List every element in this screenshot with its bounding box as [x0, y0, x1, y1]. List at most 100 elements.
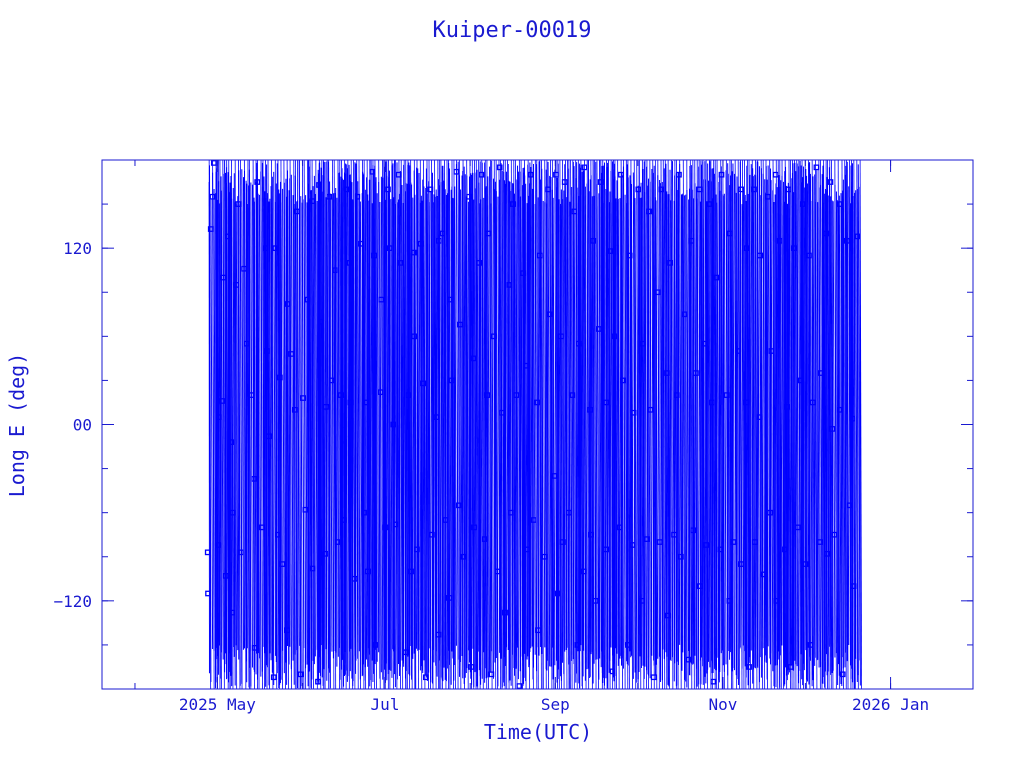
data-point — [343, 186, 350, 193]
series-wrap — [567, 160, 570, 689]
data-point — [229, 609, 236, 616]
series-segment — [727, 173, 731, 660]
series-segment — [714, 173, 717, 671]
series-segment — [647, 178, 651, 679]
data-point — [843, 237, 850, 244]
series-segment — [712, 168, 716, 669]
data-point — [361, 509, 367, 516]
series-segment — [436, 195, 440, 689]
series-segment — [349, 174, 351, 672]
data-point — [735, 348, 741, 354]
data-point — [358, 240, 364, 247]
data-point — [326, 193, 333, 200]
data-point — [297, 671, 304, 678]
data-point — [849, 415, 856, 422]
series-segment — [380, 176, 384, 680]
data-point — [292, 406, 298, 413]
series-segment — [828, 195, 830, 647]
series-segment — [232, 187, 235, 657]
series-segment — [758, 166, 762, 658]
series-wrap — [720, 160, 723, 689]
series-segment — [855, 190, 858, 682]
series-wrap — [859, 160, 863, 689]
series-wrap — [353, 160, 356, 689]
series-wrap — [820, 160, 823, 689]
series-wrap — [322, 160, 326, 689]
series-wrap — [297, 160, 300, 689]
y-tick-label: 00 — [73, 416, 92, 435]
data-point — [309, 565, 316, 572]
data-point — [447, 296, 453, 303]
series-wrap — [381, 160, 385, 689]
y-tick-label: 120 — [63, 239, 92, 258]
data-point — [205, 590, 211, 597]
series-segment — [292, 195, 295, 685]
data-point — [676, 171, 682, 178]
data-point — [587, 406, 593, 413]
data-point — [730, 539, 737, 545]
series-wrap — [372, 160, 375, 689]
series-wrap — [580, 160, 583, 689]
series-wrap — [444, 160, 447, 689]
data-point — [559, 539, 566, 545]
data-point — [590, 237, 597, 244]
series-segment — [412, 197, 415, 654]
series-wrap — [534, 160, 538, 689]
series-wrap — [431, 160, 434, 689]
series-wrap — [321, 160, 324, 689]
series-segment — [343, 179, 346, 676]
data-point — [757, 252, 763, 259]
data-point — [723, 392, 730, 398]
series-segment — [409, 165, 412, 647]
series-segment — [583, 170, 586, 681]
series-segment — [423, 186, 427, 676]
series-segment — [599, 160, 602, 668]
series-segment — [275, 183, 278, 674]
data-point — [785, 186, 792, 193]
data-point — [219, 398, 225, 404]
series-wrap — [541, 160, 544, 689]
series-wrap — [486, 160, 489, 689]
series-wrap — [654, 160, 658, 689]
data-point — [822, 230, 829, 237]
series-wrap — [788, 160, 791, 689]
x-tick-label: Jul — [371, 695, 400, 714]
series-wrap — [602, 160, 605, 689]
series-wrap — [333, 160, 337, 689]
series-segment — [526, 203, 529, 657]
data-point — [553, 171, 559, 178]
series-wrap — [247, 160, 250, 689]
series-segment — [537, 197, 540, 656]
series-segment — [460, 189, 463, 656]
data-point — [647, 406, 654, 413]
data-point — [523, 546, 530, 553]
data-point — [596, 326, 602, 332]
series-wrap — [710, 160, 713, 689]
data-point — [767, 509, 773, 516]
series-wrap — [846, 160, 849, 689]
series-wrap — [419, 160, 423, 689]
series-wrap — [676, 160, 679, 689]
data-point — [752, 539, 758, 545]
series-segment — [533, 164, 536, 655]
data-point — [516, 683, 523, 689]
series-segment — [308, 166, 311, 672]
series-segment — [591, 196, 594, 684]
data-point — [210, 160, 217, 166]
series-segment — [766, 179, 769, 647]
series-segment — [735, 192, 738, 679]
series-wrap — [804, 160, 808, 689]
data-point — [405, 392, 412, 398]
series-segment — [376, 193, 380, 653]
series-segment — [749, 174, 752, 651]
series-segment — [631, 184, 634, 679]
series-wrap — [226, 160, 229, 689]
series-segment — [595, 161, 598, 660]
series-segment — [483, 197, 486, 683]
series-segment — [523, 172, 525, 678]
series-wrap — [481, 160, 484, 689]
series-segment — [774, 194, 777, 688]
series-wrap — [762, 160, 766, 689]
series-wrap — [686, 160, 689, 689]
series-segment — [406, 183, 409, 657]
